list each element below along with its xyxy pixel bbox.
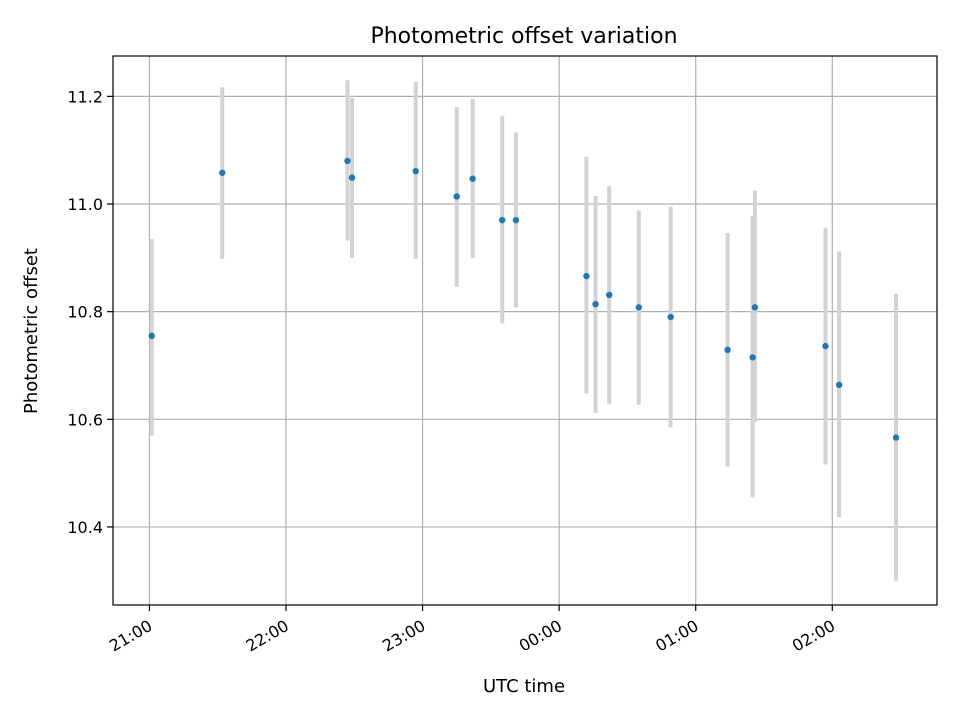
plot-area-frame [112,55,938,606]
x-tick-label: 02:00 [789,616,838,656]
data-point [635,304,643,311]
data-point [749,354,756,361]
error-bars [149,80,899,581]
x-tick-label: 01:00 [652,616,701,656]
data-point [667,313,674,321]
y-tick-label: 10.8 [67,303,103,322]
data-point [348,174,356,181]
data-point [892,434,900,441]
data-point [835,381,843,389]
data-point [219,169,226,176]
data-points [148,157,900,441]
data-point [412,167,419,175]
y-tick-label: 10.6 [67,410,103,429]
data-point [592,300,599,308]
data-point [583,272,590,280]
data-point [606,291,613,299]
x-tick-label: 22:00 [243,616,292,656]
data-point [469,175,476,182]
x-tick-label: 23:00 [379,616,428,656]
y-tick-label: 11.2 [67,87,103,106]
x-axis-ticks: 21:00 22:00 23:00 00:00 01:00 02:00 [106,605,838,656]
grid [113,56,937,605]
y-tick-label: 11.0 [67,195,103,214]
data-point [453,193,460,200]
y-axis-ticks: 10.4 10.6 10.8 11.0 11.2 [67,87,113,537]
data-point [512,216,520,224]
data-point [148,332,155,340]
data-point [344,157,351,165]
data-point [751,304,759,311]
chart-title: Photometric offset variation [370,24,677,49]
y-tick-label: 10.4 [67,518,103,537]
x-tick-label: 21:00 [106,616,155,656]
data-point [822,342,829,350]
y-axis-label: Photometric offset [21,248,42,414]
data-point [499,216,506,224]
data-point [724,346,731,354]
x-axis-label: UTC time [483,676,565,697]
x-tick-label: 00:00 [516,616,565,656]
